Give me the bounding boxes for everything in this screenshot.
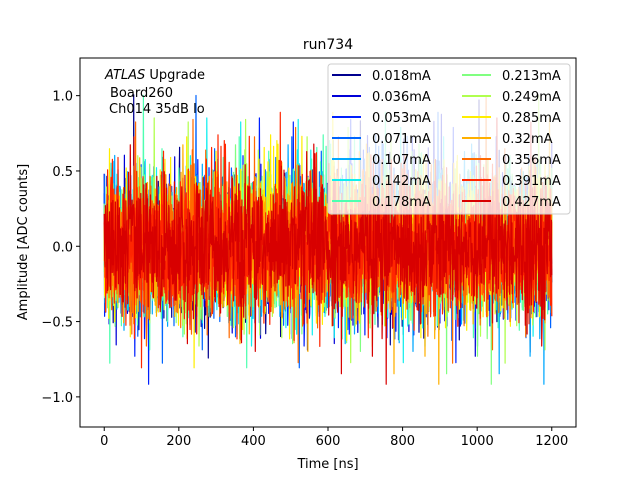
legend-label: 0.107mA bbox=[372, 153, 431, 168]
legend-label: 0.32mA bbox=[502, 132, 553, 147]
legend-label: 0.071mA bbox=[372, 132, 431, 147]
legend: 0.018mA 0.036mA 0.053mA 0.071mA 0.107mA 0.142… bbox=[327, 63, 571, 215]
annotation-experiment: ATLAS bbox=[104, 68, 145, 83]
y-tick-label: 0.0 bbox=[52, 240, 73, 255]
x-axis-label: Time [ns] bbox=[296, 457, 358, 472]
legend-label: 0.036mA bbox=[372, 90, 431, 105]
x-tick-label: 0 bbox=[100, 434, 108, 449]
legend-label: 0.142mA bbox=[372, 174, 431, 189]
x-tick-label: 600 bbox=[316, 434, 341, 449]
annotation-experiment-suffix: Upgrade bbox=[145, 68, 205, 83]
legend-label: 0.427mA bbox=[502, 195, 561, 210]
x-tick-label: 1000 bbox=[461, 434, 494, 449]
x-tick-label: 200 bbox=[166, 434, 191, 449]
x-tick-label: 1200 bbox=[535, 434, 568, 449]
series-line bbox=[103, 117, 553, 385]
y-tick-label: −0.5 bbox=[41, 316, 73, 331]
annotation: ATLAS Upgrade Board260 Ch014 35dB lo bbox=[104, 68, 205, 117]
legend-label: 0.356mA bbox=[502, 153, 561, 168]
y-axis-label: Amplitude [ADC counts] bbox=[16, 164, 31, 320]
chart-title: run734 bbox=[303, 37, 353, 53]
legend-label: 0.213mA bbox=[502, 69, 561, 84]
x-tick-label: 800 bbox=[390, 434, 415, 449]
legend-label: 0.249mA bbox=[502, 90, 561, 105]
legend-label: 0.053mA bbox=[372, 111, 431, 126]
y-axis: −1.0 −0.5 0.0 0.5 1.0 bbox=[41, 90, 80, 406]
annotation-line2: Board260 bbox=[110, 86, 173, 101]
y-tick-label: 0.5 bbox=[52, 165, 73, 180]
legend-label: 0.018mA bbox=[372, 69, 431, 84]
series-layer bbox=[103, 94, 553, 385]
legend-label: 0.391mA bbox=[502, 174, 561, 189]
x-tick-label: 400 bbox=[241, 434, 266, 449]
legend-box bbox=[327, 63, 571, 215]
annotation-line1: ATLAS Upgrade bbox=[104, 68, 205, 83]
legend-label: 0.285mA bbox=[502, 111, 561, 126]
y-tick-label: 1.0 bbox=[52, 90, 73, 105]
y-tick-label: −1.0 bbox=[41, 391, 73, 406]
legend-label: 0.178mA bbox=[372, 195, 431, 210]
annotation-line3: Ch014 35dB lo bbox=[109, 102, 205, 117]
x-axis: 0 200 400 600 800 1000 1200 bbox=[100, 427, 568, 449]
